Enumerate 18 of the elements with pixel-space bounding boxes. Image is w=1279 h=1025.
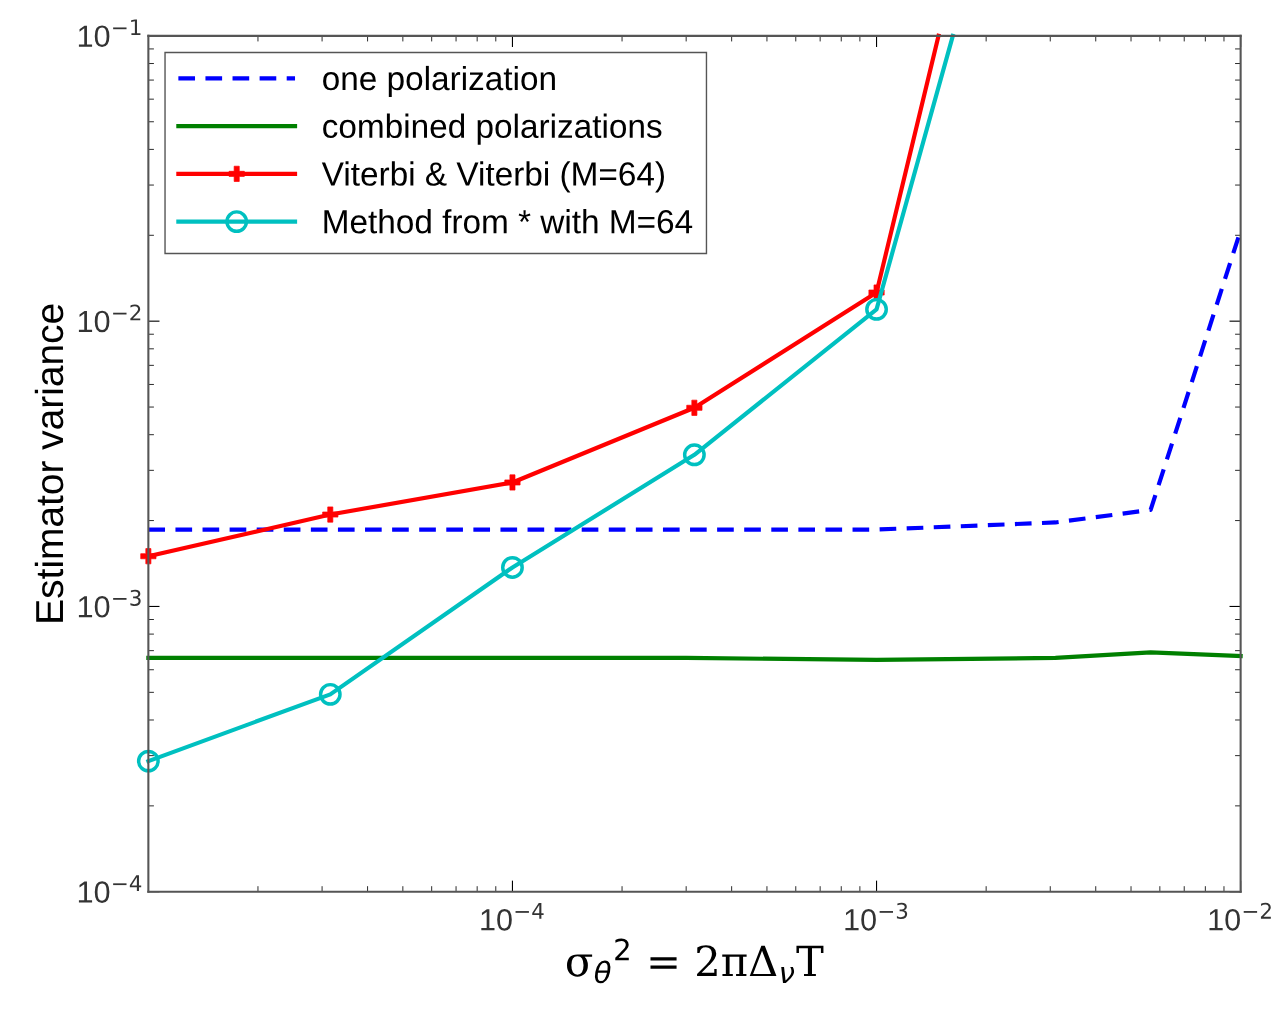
legend-label: one polarization — [323, 65, 555, 97]
point — [865, 297, 888, 321]
legend-label: combined polarizations — [323, 113, 662, 145]
legend-label: Method from * with M=64 — [324, 209, 693, 234]
x-axis-title: σ$_{θ}$$^{2}$ = 2πΔ$_{ν}$T — [566, 938, 824, 984]
x-tick-label: 10$^{−4}$ — [481, 903, 544, 931]
legend-label: Viterbi & Viterbi (M=64) — [321, 161, 664, 193]
y-tick-label: 10$^{−2}$ — [78, 304, 141, 333]
y-tick-label: 10$^{−1}$ — [78, 19, 141, 48]
point — [136, 749, 160, 773]
x-tick-label: 10$^{−2}$ — [1209, 902, 1271, 931]
y-axis-title: Estimator variance — [34, 304, 64, 622]
y-tick-label: 10$^{−3}$ — [78, 589, 141, 618]
point — [318, 682, 342, 706]
point — [500, 555, 524, 579]
y-tick-label: 10$^{−4}$ — [78, 875, 142, 903]
x-tick-label: 10$^{−3}$ — [845, 902, 908, 931]
point — [682, 443, 706, 467]
